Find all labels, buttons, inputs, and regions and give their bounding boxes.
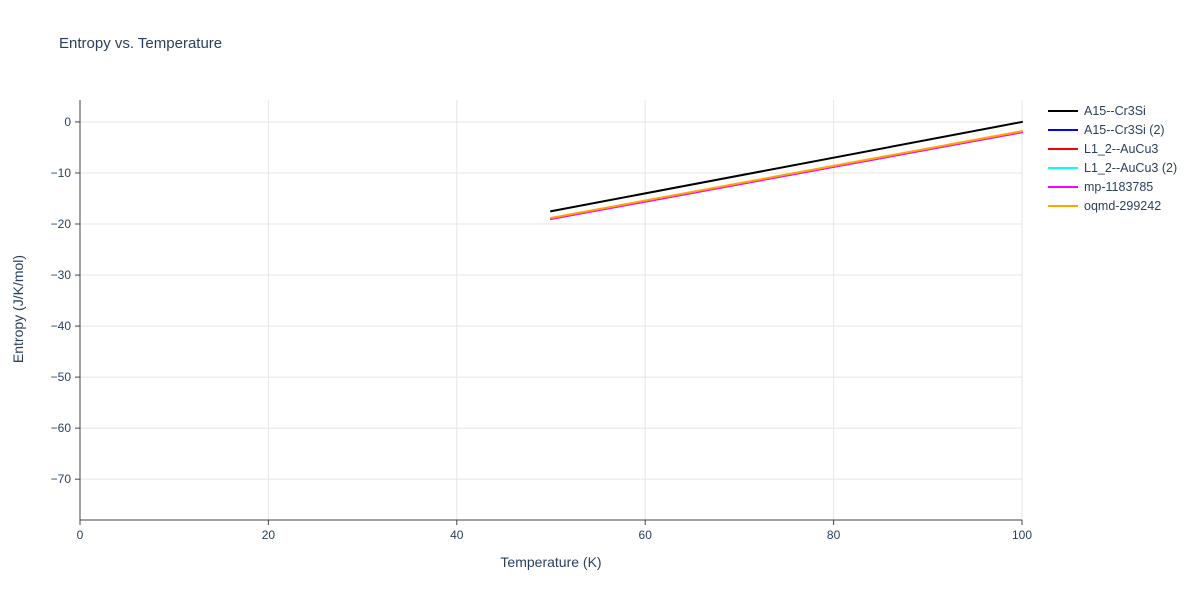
legend-label: mp-1183785 <box>1084 179 1154 194</box>
series-line-a15-cr3si <box>550 120 1023 213</box>
legend-line-swatch <box>1048 128 1078 131</box>
y-tick-label: −30 <box>51 268 72 282</box>
legend-label: A15--Cr3Si (2) <box>1084 122 1165 137</box>
x-tick-label: 20 <box>262 528 276 542</box>
y-axis-title: Entropy (J/K/mol) <box>10 254 26 364</box>
x-tick-label: 80 <box>827 528 841 542</box>
series-line-oqmd-299242 <box>550 130 1023 219</box>
x-tick-label: 0 <box>77 528 84 542</box>
x-tick-label: 100 <box>1012 528 1032 542</box>
legend-item[interactable]: L1_2--AuCu3 <box>1048 139 1177 158</box>
x-tick-label: 60 <box>639 528 653 542</box>
legend-label: A15--Cr3Si <box>1084 103 1146 118</box>
legend-label: L1_2--AuCu3 (2) <box>1084 160 1178 175</box>
y-tick-label: 0 <box>64 115 71 129</box>
legend-line-swatch <box>1048 166 1078 169</box>
y-tick-label: −70 <box>51 472 72 486</box>
legend-item[interactable]: L1_2--AuCu3 (2) <box>1048 158 1177 177</box>
legend-line-swatch <box>1048 185 1078 188</box>
y-tick-label: −50 <box>51 370 72 384</box>
chart-title: Entropy vs. Temperature <box>59 35 223 52</box>
series-line-mp-1183785 <box>550 131 1023 220</box>
legend-line-swatch <box>1048 204 1078 207</box>
legend-line-swatch <box>1048 109 1078 112</box>
legend-item[interactable]: mp-1183785 <box>1048 177 1177 196</box>
legend-item[interactable]: oqmd-299242 <box>1048 196 1177 215</box>
legend-item[interactable]: A15--Cr3Si (2) <box>1048 120 1177 139</box>
legend-line-swatch <box>1048 147 1078 150</box>
legend-label: oqmd-299242 <box>1084 198 1162 213</box>
y-tick-label: −60 <box>51 421 72 435</box>
y-tick-label: −20 <box>51 217 72 231</box>
y-tick-label: −10 <box>51 166 72 180</box>
legend: A15--Cr3Si A15--Cr3Si (2) L1_2--AuCu3 L1_2-… <box>1048 101 1177 215</box>
y-tick-label: −40 <box>51 319 72 333</box>
legend-item[interactable]: A15--Cr3Si <box>1048 101 1177 120</box>
x-tick-label: 40 <box>450 528 464 542</box>
legend-label: L1_2--AuCu3 <box>1084 141 1159 156</box>
x-axis-title: Temperature (K) <box>500 554 602 570</box>
